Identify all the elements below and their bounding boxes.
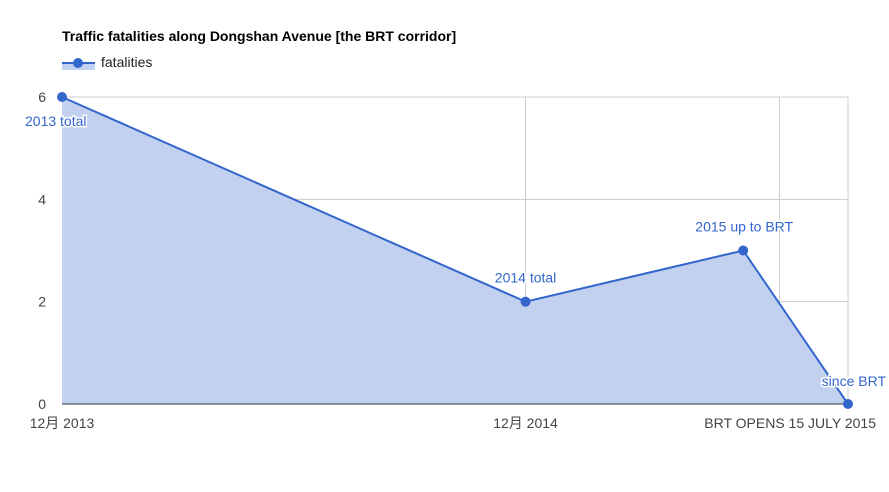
plot-area: 2013 total 2014 total 2015 up to BRT since … — [24, 89, 888, 431]
x-tick-label: BRT OPENS 15 JULY 2015 — [704, 415, 876, 431]
point-annotation: 2014 total — [495, 270, 557, 286]
series-area-fill — [62, 97, 848, 404]
chart-title: Traffic fatalities along Dongshan Avenue… — [62, 28, 456, 44]
y-axis-tick-labels: 0 2 4 6 — [38, 89, 46, 412]
series-line — [61, 96, 849, 405]
legend[interactable]: fatalities — [62, 54, 152, 70]
x-tick-label: 12月 2014 — [493, 415, 558, 431]
x-axis-tick-labels: 12月 2013 12月 2014 BRT OPENS 15 JULY 2015 — [30, 415, 877, 431]
y-tick-label: 6 — [38, 89, 46, 105]
y-tick-label: 4 — [38, 191, 46, 207]
point-annotations: 2013 total 2014 total 2015 up to BRT since … — [24, 112, 888, 391]
point-annotation: since BRT — [822, 373, 887, 389]
data-point-marker — [843, 399, 853, 409]
x-tick-label: 12月 2013 — [30, 415, 95, 431]
series-markers — [57, 92, 853, 409]
point-annotation: 2013 total — [25, 113, 87, 129]
data-point-marker — [57, 92, 67, 102]
y-tick-label: 0 — [38, 396, 46, 412]
data-point-marker — [520, 296, 531, 307]
legend-swatch-marker — [73, 58, 83, 68]
point-annotation: 2015 up to BRT — [695, 219, 793, 235]
legend-label: fatalities — [101, 54, 152, 70]
y-tick-label: 2 — [38, 294, 46, 310]
data-point-marker — [738, 245, 749, 256]
